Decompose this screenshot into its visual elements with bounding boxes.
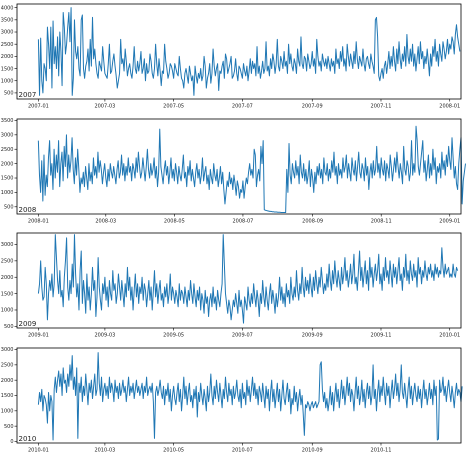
y-tick-label: 1000	[1, 308, 14, 314]
y-tick-label: 4000	[1, 5, 14, 11]
x-tick-label: 2009-03	[94, 333, 115, 339]
x-tick-label: 2007-07	[232, 104, 253, 110]
x-tick-label: 2008-11	[371, 219, 392, 225]
x-tick-label: 2007-01	[28, 104, 49, 110]
y-tick-label: 1500	[1, 393, 14, 399]
chart-panel-2007: 500 1000 1500 2000 2500 3000 3500 4000 2007-01 20…	[1, 3, 462, 110]
y-tick-label: 500	[4, 91, 14, 97]
y-tick-label: 1500	[1, 176, 14, 182]
x-tick-label: 2009-01	[439, 219, 460, 225]
y-tick-label: 3000	[1, 347, 14, 353]
panel-year-label: 2009	[19, 320, 37, 328]
x-tick-label: 2009-09	[302, 333, 323, 339]
x-tick-label: 2010-07	[232, 448, 253, 454]
y-tick-label: 1500	[1, 291, 14, 297]
axes-frame	[16, 232, 462, 329]
y-tick-label: 2500	[1, 42, 14, 48]
y-tick-label: 2500	[1, 259, 14, 265]
chart-panel-2010: 0 500 1000 1500 2000 2500 3000 2010-01 2010-03 20…	[1, 347, 463, 454]
x-tick-label: 2007-03	[94, 104, 115, 110]
y-tick-label: 1500	[1, 66, 14, 72]
y-tick-label: 3000	[1, 242, 14, 248]
y-tick-label: 500	[4, 324, 14, 330]
x-tick-label: 2008-05	[164, 219, 185, 225]
chart-panel-2009: 500 1000 1500 2000 2500 3000 2009-01 2009-03 200…	[1, 232, 462, 339]
y-tick-label: 2500	[1, 363, 14, 369]
x-tick-label: 2009-11	[371, 333, 392, 339]
y-tick-label: 2000	[1, 54, 14, 60]
y-tick-label: 3000	[1, 30, 14, 36]
y-tick-label: 1000	[1, 409, 14, 415]
series-line	[37, 7, 461, 96]
y-tick-label: 0	[10, 439, 13, 445]
y-tick-label: 3500	[1, 118, 14, 124]
y-tick-label: 500	[4, 205, 14, 211]
y-tick-label: 500	[4, 424, 14, 430]
y-tick-label: 3000	[1, 133, 14, 139]
series-line	[37, 234, 459, 324]
y-tick-label: 2000	[1, 378, 14, 384]
x-tick-label: 2010-05	[163, 448, 184, 454]
y-tick-label: 2000	[1, 161, 14, 167]
y-tick-label: 2000	[1, 275, 14, 281]
x-tick-label: 2007-09	[302, 104, 323, 110]
panel-year-label: 2007	[19, 91, 37, 99]
x-tick-label: 2008-01	[28, 219, 49, 225]
x-tick-label: 2010-01	[28, 448, 49, 454]
x-tick-label: 2008-03	[95, 219, 116, 225]
y-tick-label: 1000	[1, 190, 14, 196]
x-tick-label: 2008-01	[439, 104, 460, 110]
x-tick-label: 2009-01	[28, 333, 49, 339]
y-tick-label: 1000	[1, 78, 14, 84]
panel-year-label: 2008	[19, 206, 37, 214]
x-tick-label: 2008-09	[302, 219, 323, 225]
x-tick-label: 2009-07	[232, 333, 253, 339]
y-tick-label: 3500	[1, 18, 14, 24]
axes-frame	[16, 3, 462, 100]
x-tick-label: 2009-05	[163, 333, 184, 339]
x-tick-label: 2010-01	[439, 333, 460, 339]
x-tick-label: 2007-05	[163, 104, 184, 110]
series-line	[37, 125, 466, 214]
x-tick-label: 2010-03	[94, 448, 115, 454]
axes-frame	[16, 118, 462, 215]
x-tick-label: 2010-09	[302, 448, 323, 454]
panel-year-label: 2010	[19, 435, 37, 443]
x-tick-label: 2008-07	[232, 219, 253, 225]
x-tick-label: 2007-11	[371, 104, 392, 110]
x-tick-label: 2010-11	[371, 448, 392, 454]
series-line	[37, 352, 463, 441]
y-tick-label: 2500	[1, 147, 14, 153]
chart-panel-2008: 500 1000 1500 2000 2500 3000 3500 2008-01 2008-0…	[1, 118, 466, 225]
